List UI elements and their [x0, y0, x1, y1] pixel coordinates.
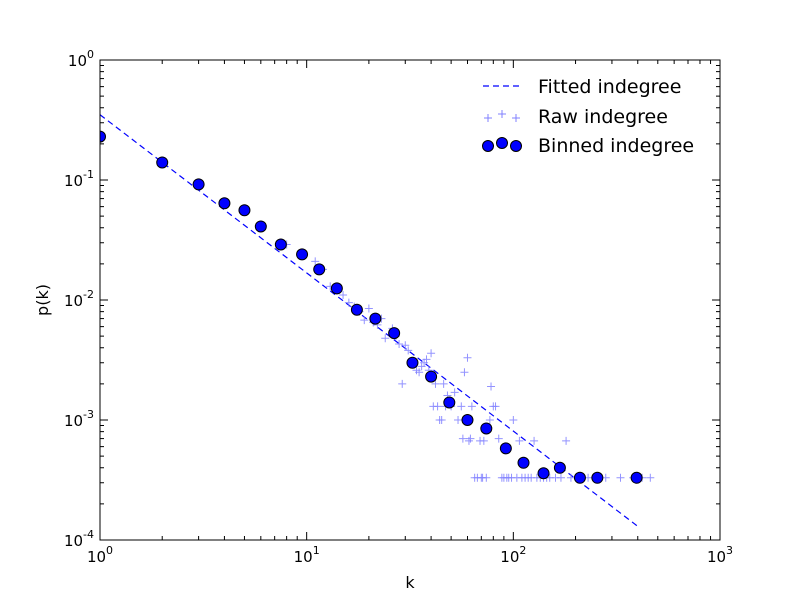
raw-point [457, 402, 466, 411]
raw-point [431, 379, 440, 388]
plot-background [100, 60, 720, 540]
binned-point [330, 282, 343, 295]
legend-entry-label: Binned indegree [538, 135, 694, 157]
raw-point [616, 473, 625, 482]
tick-layer: 100 101 102 103 10-4 10-3 10-2 10-1 100 [64, 48, 733, 566]
raw-point [460, 368, 469, 377]
binned-point [369, 312, 382, 325]
binned-point [630, 471, 643, 484]
raw-point [515, 436, 524, 445]
raw-point [458, 434, 467, 443]
legend-binned-symbol [496, 137, 508, 149]
raw-point [482, 473, 491, 482]
raw-point [485, 416, 494, 424]
binned-point [192, 178, 205, 191]
legend-raw-symbol [484, 114, 492, 122]
raw-point [360, 316, 369, 325]
binned-point [406, 356, 419, 369]
binned-point [100, 130, 106, 143]
x-tick-label: 101 [294, 544, 320, 566]
binned-point [274, 238, 287, 251]
raw-point [491, 402, 500, 411]
legend: Fitted indegree Raw indegree Binned indegr… [482, 76, 694, 157]
raw-point [398, 379, 407, 388]
binned-point [461, 414, 474, 426]
raw-point [556, 473, 565, 482]
raw-point [646, 473, 655, 482]
legend-entry-label: Fitted indegree [538, 76, 681, 98]
x-tick-label: 102 [500, 544, 526, 566]
raw-point [381, 334, 390, 343]
y-tick-label: 10-2 [64, 288, 94, 310]
raw-point [530, 436, 539, 445]
raw-point [344, 298, 353, 307]
x-tick-label: 100 [87, 544, 113, 566]
raw-point [494, 434, 503, 443]
raw-point [439, 379, 448, 388]
raw-point [562, 436, 571, 445]
raw-point [422, 355, 431, 364]
raw-point [566, 473, 575, 482]
raw-point [437, 416, 446, 424]
raw-point [433, 402, 442, 411]
y-tick-label: 10-3 [64, 408, 94, 430]
binned-point [517, 456, 530, 469]
binned-point [425, 370, 438, 383]
raw-point [395, 339, 404, 348]
legend-entry-label: Raw indegree [538, 106, 668, 128]
raw-point [479, 436, 488, 445]
raw-point [404, 346, 413, 355]
y-tick-label: 10-4 [64, 528, 94, 550]
binned-point [443, 396, 456, 409]
binned-point [388, 327, 401, 340]
legend-binned-symbol [510, 140, 522, 152]
binned-point [238, 204, 251, 217]
binned-point [499, 442, 512, 455]
raw-point [415, 368, 424, 377]
x-tick-label: 103 [707, 544, 733, 566]
binned-point [218, 197, 231, 210]
raw-point [467, 402, 476, 411]
series-fitted-line [100, 114, 639, 527]
binned-point [480, 422, 493, 435]
raw-point [339, 291, 348, 300]
raw-point [466, 434, 475, 443]
raw-point [487, 382, 496, 391]
legend-raw-symbol [498, 110, 506, 118]
binned-point [553, 461, 566, 474]
y-tick-label: 100 [68, 48, 94, 70]
raw-point [454, 416, 463, 424]
legend-binned-symbol [482, 140, 494, 152]
binned-point [254, 220, 267, 233]
raw-point [401, 341, 410, 350]
legend-raw-symbol [512, 114, 520, 122]
raw-point [463, 353, 472, 362]
y-tick-label: 10-1 [64, 168, 94, 190]
binned-point [537, 467, 550, 480]
binned-point [591, 471, 604, 484]
binned-point [350, 303, 363, 316]
raw-point [509, 416, 518, 424]
binned-point [296, 248, 309, 261]
y-axis-label: p(k) [33, 284, 52, 316]
binned-point [313, 263, 326, 276]
binned-point [156, 156, 169, 169]
x-axis-label: k [405, 573, 415, 592]
binned-point [573, 471, 586, 484]
raw-point [311, 257, 320, 266]
raw-point [364, 304, 373, 313]
data-layer [100, 114, 655, 527]
raw-point [450, 388, 459, 397]
raw-point [427, 349, 436, 358]
